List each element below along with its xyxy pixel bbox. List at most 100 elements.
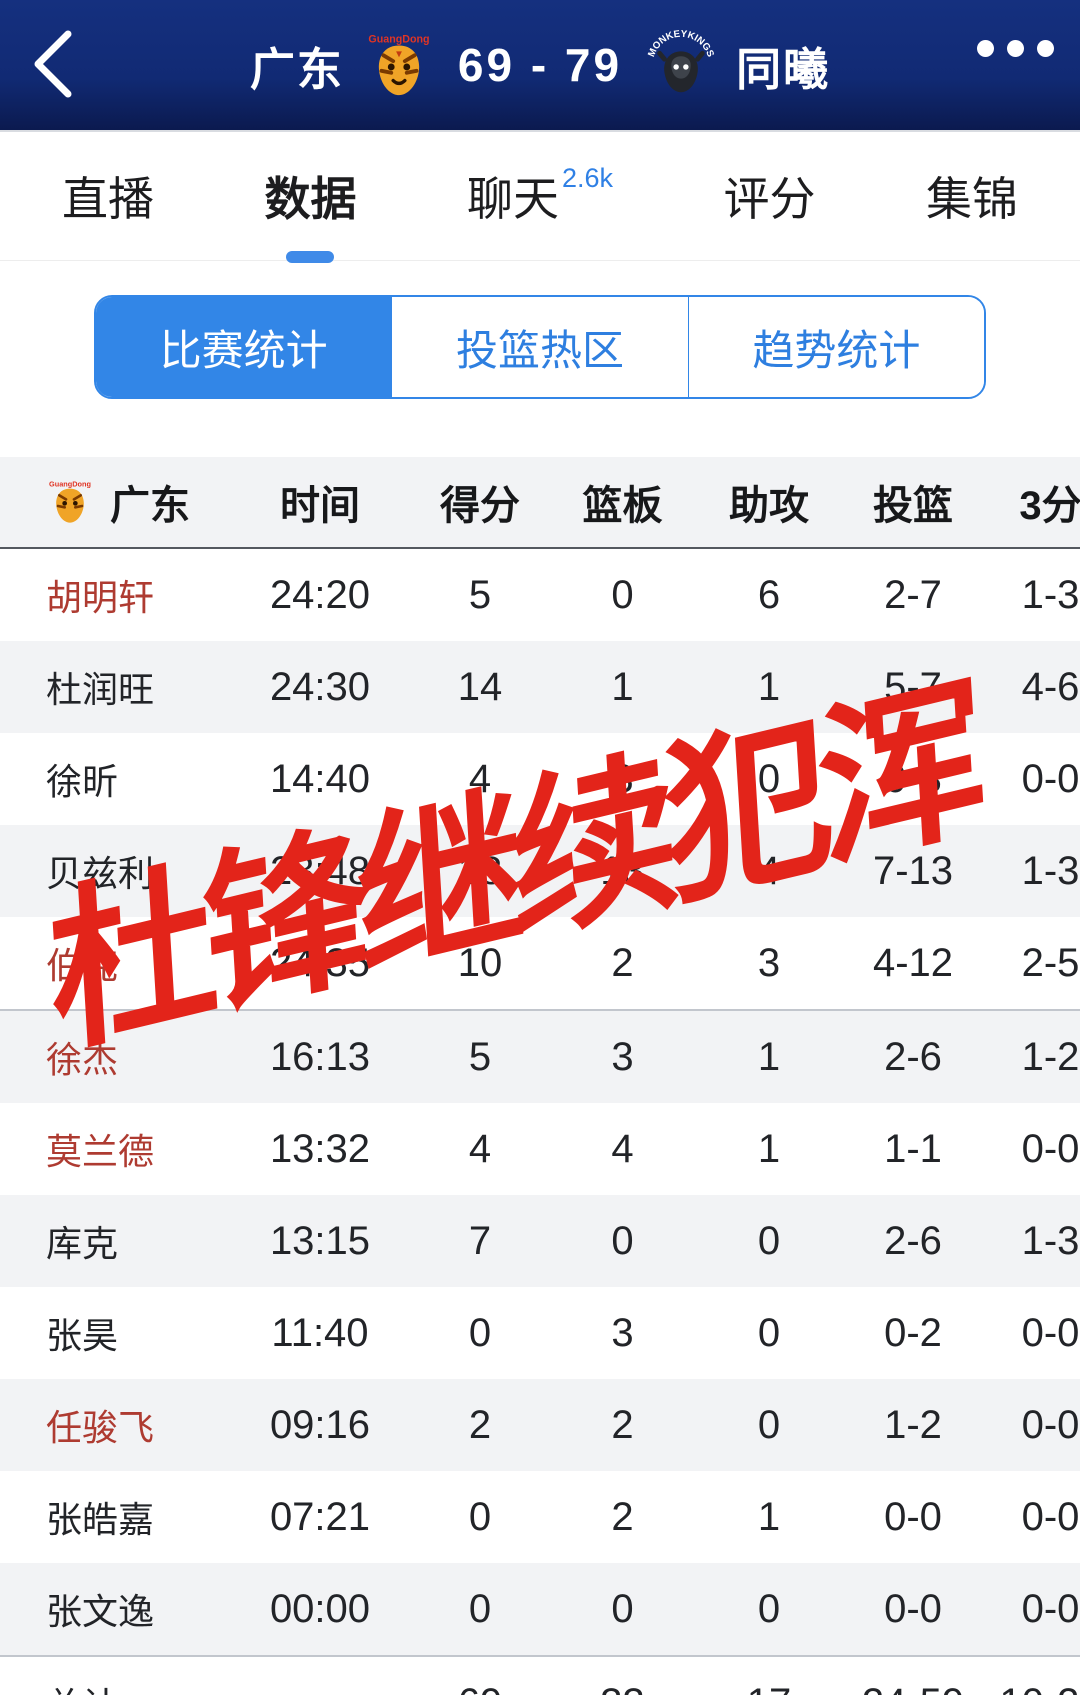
totals-rebounds: 33 <box>550 1681 695 1695</box>
player-assists: 1 <box>757 1494 781 1539</box>
totals-field-goals: 24-59 <box>843 1681 983 1695</box>
player-minutes: 13:15 <box>269 1218 371 1263</box>
player-name: 张昊 <box>46 1315 119 1356</box>
column-header-field-goals: 投篮 <box>873 484 953 528</box>
more-dot-icon <box>1037 40 1054 57</box>
player-points: 4 <box>468 1126 492 1171</box>
player-assists: 4 <box>757 848 781 893</box>
player-field-goals: 4-12 <box>872 940 954 985</box>
player-points: 2 <box>468 1402 492 1447</box>
player-name: 伯克 <box>46 945 119 986</box>
more-dot-icon <box>1007 40 1024 57</box>
player-points: 5 <box>468 1034 492 1079</box>
totals-assists: 17 <box>695 1681 843 1695</box>
totals-label: 总计 <box>0 1677 230 1695</box>
chat-count-badge: 2.6k <box>561 163 614 193</box>
player-assists: 1 <box>757 664 781 709</box>
tab-chat[interactable]: 聊天 2.6k <box>467 163 613 229</box>
player-rebounds: 0 <box>611 1586 634 1631</box>
player-rebounds: 3 <box>611 1310 634 1355</box>
away-team-logo-icon: MONKEYKINGS <box>646 30 716 93</box>
player-field-goals: 0-0 <box>884 1586 942 1631</box>
home-team-logo-icon: GuangDong <box>368 34 429 96</box>
match-score: 69 - 79 <box>457 39 623 91</box>
player-points: 4 <box>468 756 492 801</box>
player-field-goals: 5-7 <box>884 664 942 709</box>
subtab-trend-stats[interactable]: 趋势统计 <box>687 297 984 397</box>
player-name: 张皓嘉 <box>46 1499 155 1540</box>
back-chevron-icon <box>34 30 72 98</box>
top-header: 广东 GuangDong 69 - 79 MONKEYKINGS <box>0 0 1080 132</box>
totals-points: 69 <box>410 1681 550 1695</box>
subtab-game-stats[interactable]: 比赛统计 <box>96 297 392 397</box>
column-header-points: 得分 <box>440 484 520 528</box>
player-assists: 3 <box>757 940 781 985</box>
player-field-goals: 1-2 <box>884 1402 942 1447</box>
more-options-button[interactable] <box>977 40 1054 57</box>
player-field-goals: 0-2 <box>884 1310 942 1355</box>
player-minutes: 16:13 <box>269 1034 371 1079</box>
player-points: 7 <box>468 1218 492 1263</box>
player-assists: 0 <box>757 1586 781 1631</box>
player-points: 14 <box>457 664 503 709</box>
back-button[interactable] <box>26 24 86 104</box>
player-stats-row: 徐杰 16:13 5 3 1 2-6 1-2 <box>0 1009 1080 1103</box>
player-minutes: 07:21 <box>269 1494 371 1539</box>
totals-row: 总计 69 33 17 24-59 10-22 <box>0 1655 1080 1695</box>
player-name: 徐杰 <box>46 1039 119 1080</box>
player-three-points: 2-5 <box>1021 940 1080 985</box>
player-name: 任骏飞 <box>46 1407 155 1448</box>
stats-segmented-control: 比赛统计 投篮热区 趋势统计 <box>94 295 986 399</box>
player-three-points: 0-0 <box>1021 756 1080 801</box>
player-rebounds: 2 <box>611 1402 634 1447</box>
player-minutes: 11:40 <box>271 1310 369 1355</box>
column-header-rebounds: 篮板 <box>582 484 663 528</box>
player-stats-row: 任骏飞 09:16 2 2 0 1-2 0-0 <box>0 1379 1080 1471</box>
player-minutes: 00:00 <box>269 1586 371 1631</box>
column-header-three-points: 3分 <box>1019 484 1080 528</box>
player-name: 杜润旺 <box>46 669 155 710</box>
home-team-name: 广东 <box>249 43 344 95</box>
tab-data[interactable]: 数据 <box>264 163 357 263</box>
subtab-shot-chart[interactable]: 投篮热区 <box>391 297 688 397</box>
column-header-assists: 助攻 <box>729 484 809 528</box>
match-score-header: 广东 GuangDong 69 - 79 MONKEYKINGS <box>250 30 830 100</box>
tab-label: 聊天 <box>466 173 559 225</box>
home-logo-text: GuangDong <box>368 34 429 46</box>
player-rebounds: 0 <box>611 572 634 617</box>
player-stats-row: 张昊 11:40 0 3 0 0-2 0-0 <box>0 1287 1080 1379</box>
player-three-points: 0-0 <box>1021 1494 1080 1539</box>
player-rebounds: 3 <box>611 756 634 801</box>
player-stats-row: 莫兰德 13:32 4 4 1 1-1 0-0 <box>0 1103 1080 1195</box>
away-team-name: 同曦 <box>736 43 831 95</box>
player-assists: 6 <box>757 572 781 617</box>
player-minutes: 09:16 <box>269 1402 371 1447</box>
tab-label: 数据 <box>264 173 357 225</box>
player-field-goals: 2-6 <box>884 1034 942 1079</box>
player-minutes: 24:20 <box>269 572 371 617</box>
player-name: 库克 <box>46 1223 119 1264</box>
tab-rating[interactable]: 评分 <box>724 163 816 229</box>
tab-live[interactable]: 直播 <box>62 163 154 229</box>
player-minutes: 23:48 <box>269 848 371 893</box>
player-name: 张文逸 <box>46 1591 155 1632</box>
tab-highlights[interactable]: 集锦 <box>926 163 1018 229</box>
player-three-points: 1-2 <box>1021 1034 1080 1079</box>
tab-label: 评分 <box>723 173 816 225</box>
player-points: 5 <box>468 572 492 617</box>
table-body: 胡明轩 24:20 5 0 6 2-7 1-3 杜润旺 24:30 14 1 1… <box>0 549 1080 1655</box>
player-field-goals: 1-1 <box>884 1126 942 1171</box>
player-points: 10 <box>457 940 503 985</box>
column-header-time: 时间 <box>280 484 360 528</box>
player-stats-row: 张文逸 00:00 0 0 0 0-0 0-0 <box>0 1563 1080 1655</box>
main-tab-bar: 直播 数据 聊天 2.6k 评分 集锦 <box>0 132 1080 263</box>
player-three-points: 0-0 <box>1021 1402 1080 1447</box>
player-three-points: 1-3 <box>1021 1218 1080 1263</box>
player-name: 胡明轩 <box>46 577 155 618</box>
player-field-goals: 7-13 <box>872 848 954 893</box>
player-stats-row: 张皓嘉 07:21 0 2 1 0-0 0-0 <box>0 1471 1080 1563</box>
column-header-team: GuangDong 广东 <box>0 473 230 531</box>
player-rebounds: 13 <box>600 848 645 893</box>
player-stats-row: 伯克 24:35 10 2 3 4-12 2-5 <box>0 917 1080 1009</box>
column-header-label: 广东 <box>110 484 190 528</box>
